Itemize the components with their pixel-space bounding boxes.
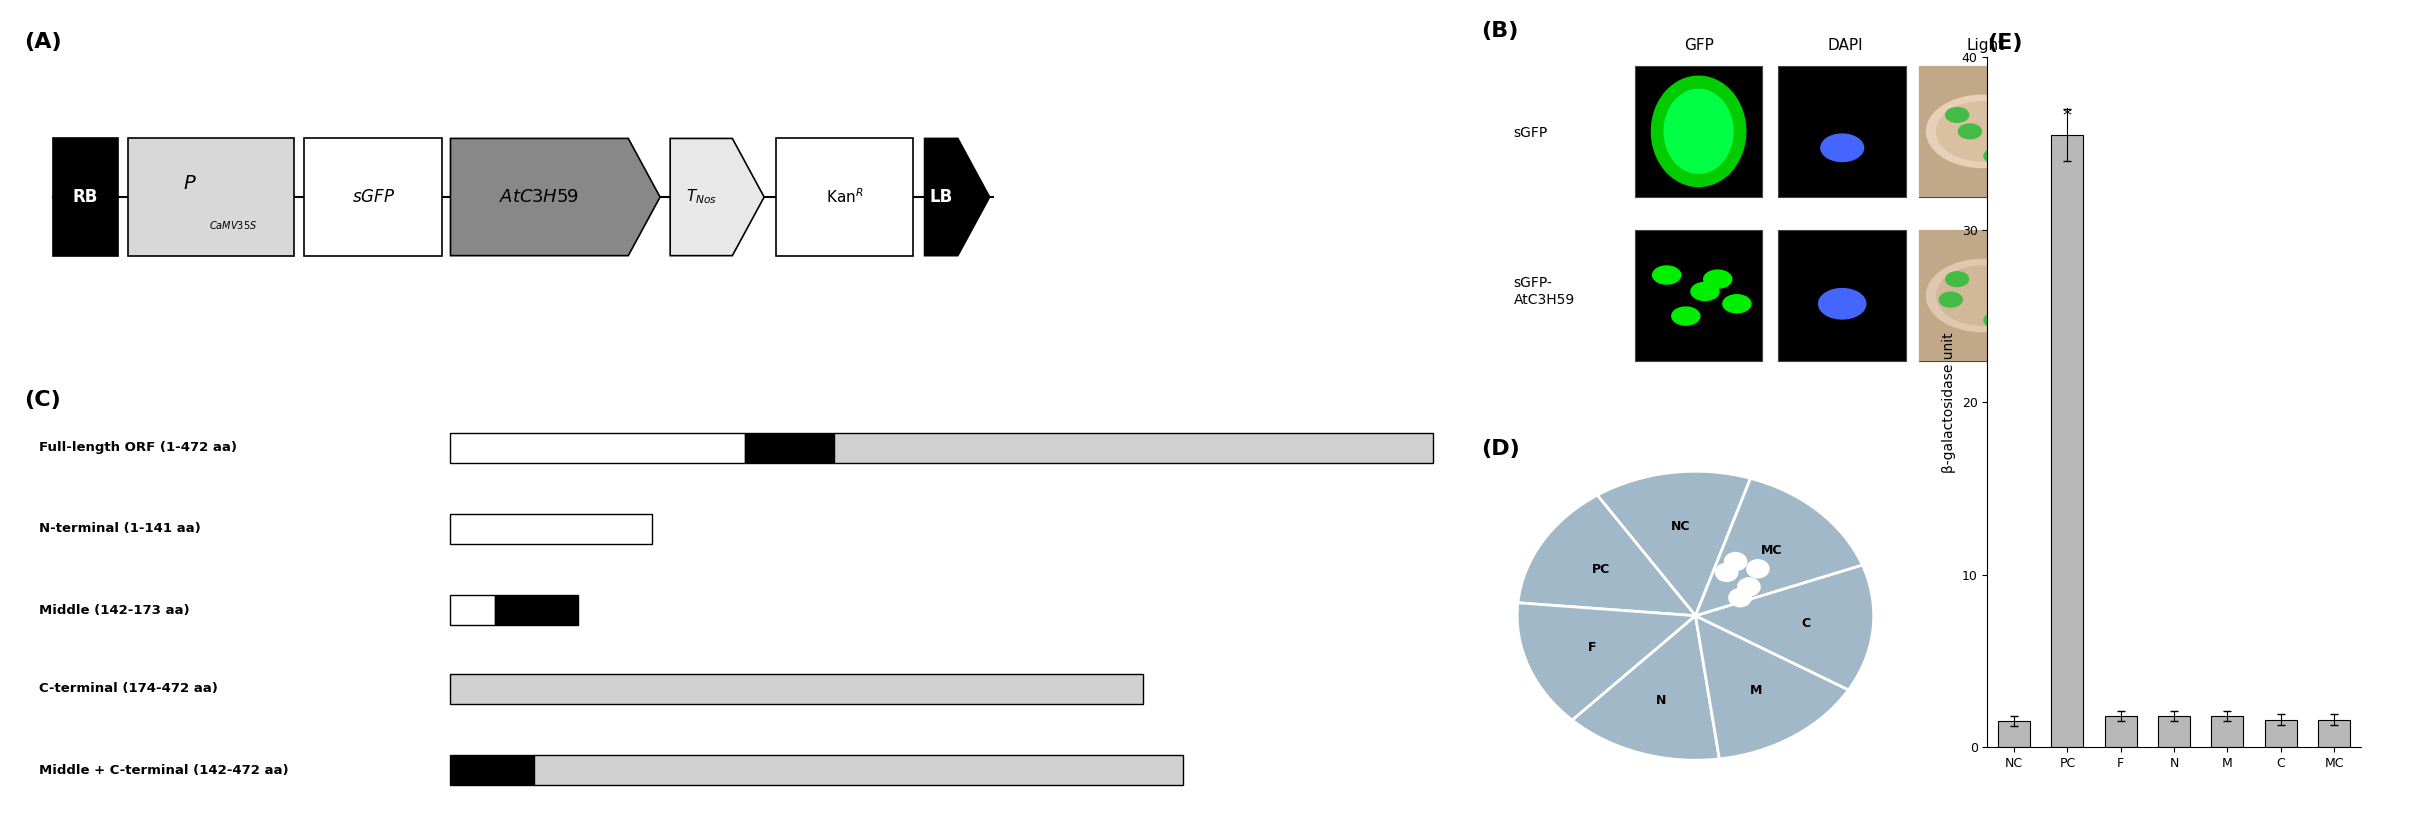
Text: *: * [2062, 107, 2072, 125]
Circle shape [1939, 292, 1963, 307]
Text: PC: PC [1592, 563, 1609, 576]
Circle shape [1747, 560, 1768, 578]
Circle shape [1672, 307, 1701, 325]
Ellipse shape [1665, 89, 1734, 174]
Text: sGFP-
AtC3H59: sGFP- AtC3H59 [1513, 277, 1575, 306]
Text: MC: MC [1761, 544, 1783, 557]
Circle shape [1946, 108, 1968, 122]
Circle shape [1715, 563, 1737, 581]
Circle shape [1985, 149, 2007, 163]
Bar [450, 674, 1144, 704]
Text: (B): (B) [1482, 21, 1520, 40]
Circle shape [1730, 589, 1751, 607]
Circle shape [1937, 102, 2028, 161]
Circle shape [1737, 578, 1761, 596]
Text: C-terminal (174-472 aa): C-terminal (174-472 aa) [39, 682, 217, 695]
Bar [1920, 230, 2048, 361]
Bar [494, 595, 578, 625]
Text: DAPI: DAPI [1828, 38, 1862, 53]
Bar [1997, 722, 2031, 747]
Text: LB: LB [930, 188, 954, 206]
Text: $\mathit{T}_{\mathit{Nos}}$: $\mathit{T}_{\mathit{Nos}}$ [687, 188, 718, 206]
Text: C: C [1802, 617, 1809, 631]
Wedge shape [1573, 616, 1720, 760]
Bar [776, 139, 913, 255]
Bar [1778, 66, 1906, 197]
Text: $\mathit{CaMV35S}$: $\mathit{CaMV35S}$ [210, 218, 258, 231]
Text: Middle (142-173 aa): Middle (142-173 aa) [39, 603, 190, 617]
Bar [450, 433, 744, 463]
Circle shape [2009, 132, 2033, 147]
Text: RB: RB [72, 188, 99, 206]
Circle shape [1821, 134, 1865, 162]
Text: (E): (E) [1987, 33, 2024, 53]
Bar [2052, 135, 2084, 747]
Circle shape [1959, 124, 1980, 139]
Text: Kan$^{\mathit{R}}$: Kan$^{\mathit{R}}$ [826, 188, 862, 206]
Text: N: N [1655, 695, 1667, 708]
Bar [1920, 230, 2048, 361]
Wedge shape [1518, 603, 1696, 720]
Circle shape [1997, 103, 2019, 118]
Bar [2317, 719, 2351, 747]
Circle shape [1725, 553, 1747, 571]
Text: NC: NC [1672, 521, 1691, 534]
Text: $\mathit{sGFP}$: $\mathit{sGFP}$ [352, 188, 395, 206]
Circle shape [1997, 268, 2019, 282]
Bar [1636, 66, 1763, 197]
Circle shape [2009, 296, 2033, 311]
Text: M: M [1751, 684, 1763, 697]
Text: $\mathit{AtC3H59}$: $\mathit{AtC3H59}$ [499, 188, 578, 206]
Text: (A): (A) [24, 31, 63, 52]
Circle shape [1946, 272, 1968, 287]
Bar [1778, 230, 1906, 361]
Bar [834, 433, 1433, 463]
Bar [53, 139, 118, 255]
Bar [128, 139, 294, 255]
Bar [450, 514, 653, 544]
Wedge shape [1696, 616, 1848, 759]
Circle shape [1927, 259, 2038, 332]
Text: N-terminal (1-141 aa): N-terminal (1-141 aa) [39, 522, 200, 535]
Circle shape [1819, 289, 1867, 319]
Bar [1920, 66, 2048, 197]
Bar [744, 433, 834, 463]
Circle shape [1985, 313, 2007, 328]
Circle shape [1927, 95, 2038, 167]
Circle shape [1937, 266, 2028, 325]
Polygon shape [925, 139, 990, 255]
Wedge shape [1597, 471, 1751, 616]
Text: (D): (D) [1482, 438, 1520, 459]
Text: $\mathit{P}$: $\mathit{P}$ [183, 174, 198, 193]
Text: Full-length ORF (1-472 aa): Full-length ORF (1-472 aa) [39, 441, 236, 454]
Text: GFP: GFP [1684, 38, 1713, 53]
Bar [304, 139, 441, 255]
Text: (C): (C) [24, 390, 60, 410]
Bar [2211, 716, 2243, 747]
Bar [1920, 66, 2048, 197]
Y-axis label: β-galactosidase unit: β-galactosidase unit [1942, 332, 1956, 473]
Bar [450, 755, 535, 785]
Text: sGFP: sGFP [1513, 126, 1547, 140]
Bar [535, 755, 1183, 785]
Bar [1636, 230, 1763, 361]
Wedge shape [1518, 495, 1696, 616]
Text: Middle + C-terminal (142-472 aa): Middle + C-terminal (142-472 aa) [39, 764, 289, 777]
Circle shape [1691, 282, 1720, 300]
Text: Light: Light [1966, 38, 2004, 53]
Wedge shape [1696, 479, 1862, 616]
Wedge shape [1696, 565, 1874, 690]
Polygon shape [450, 139, 660, 255]
Circle shape [1703, 270, 1732, 288]
Polygon shape [670, 139, 764, 255]
Circle shape [1653, 266, 1681, 284]
Bar [2158, 716, 2190, 747]
Bar [2264, 719, 2296, 747]
Bar [450, 595, 494, 625]
Bar [2105, 716, 2137, 747]
Circle shape [1722, 295, 1751, 313]
Ellipse shape [1650, 76, 1747, 187]
Text: F: F [1588, 640, 1597, 654]
